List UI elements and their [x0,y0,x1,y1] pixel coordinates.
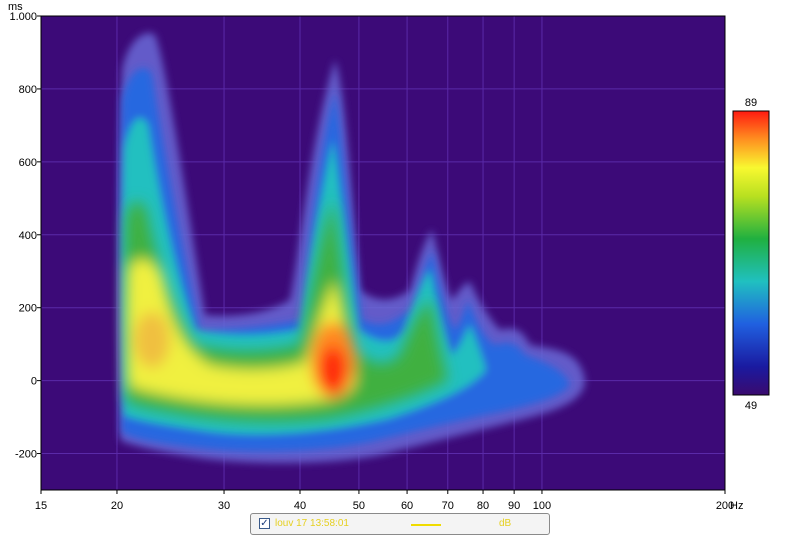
x-tick-label: 90 [508,500,520,512]
x-tick-label: 20 [111,500,123,512]
y-tick-label: 200 [19,303,37,315]
x-tick-label: 15 [35,500,47,512]
y-unit-label: ms [8,1,23,13]
colorbar-max-label: 89 [745,97,757,109]
y-tick-label: 600 [19,157,37,169]
x-tick-label: 200 [716,500,734,512]
colorbar [732,110,770,396]
y-tick-label: -200 [15,449,37,461]
legend-checkbox[interactable]: ✓ [259,518,270,529]
surface-yellow [126,259,356,405]
y-tick-label: 800 [19,84,37,96]
surface-peak-main-core [319,346,347,394]
x-tick-label: 40 [294,500,306,512]
legend-series-name: louv 17 13:58:01 [275,518,349,529]
x-tick-label: 60 [401,500,413,512]
colorbar-min-label: 49 [745,400,757,412]
y-axis: -200 0 200 400 600 800 1.000 [9,11,41,461]
plot-frame [40,15,726,491]
x-tick-label: 100 [533,500,551,512]
legend-unit: dB [499,518,512,529]
y-tick-label: 0 [31,376,37,388]
x-axis: 15 20 30 40 50 60 70 80 90 100 200 [35,490,734,512]
x-tick-label: 30 [218,500,230,512]
x-tick-label: 50 [353,500,365,512]
waterfall-surface [118,33,586,463]
x-unit-label: Hz [730,500,743,512]
surface-peak-low [134,312,170,368]
x-tick-label: 80 [477,500,489,512]
x-tick-label: 70 [442,500,454,512]
y-tick-label: 400 [19,230,37,242]
legend: ✓ louv 17 13:58:01 dB [250,513,550,535]
legend-line-swatch [411,524,441,526]
y-tick-label: 1.000 [9,11,37,23]
